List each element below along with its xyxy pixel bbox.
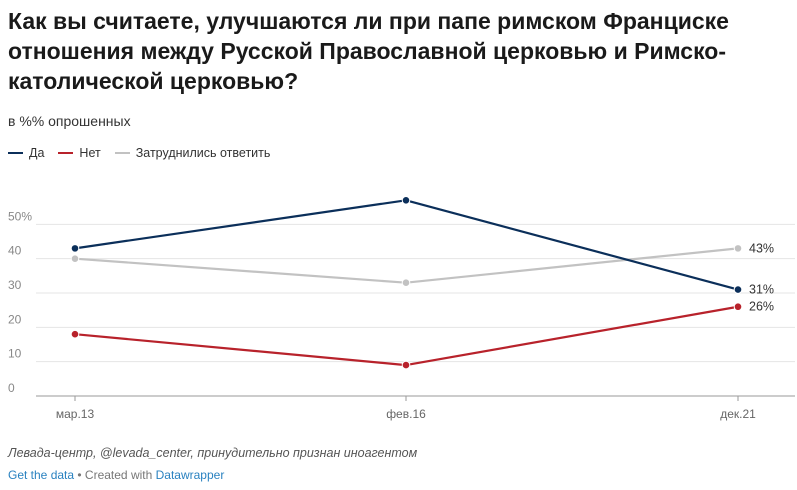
footer-separator: • Created with <box>74 468 156 482</box>
legend-item-yes: Да <box>8 146 44 160</box>
data-point-1-0 <box>70 329 80 339</box>
footer: Get the data • Created with Datawrapper <box>8 468 224 482</box>
legend-swatch-undecided <box>114 152 130 154</box>
x-tick-label-2: дек.21 <box>720 407 756 421</box>
data-point-0-1 <box>401 196 411 205</box>
legend-label-yes: Да <box>29 146 45 160</box>
get-the-data-link[interactable]: Get the data <box>8 468 75 482</box>
data-point-1-1 <box>401 360 411 370</box>
y-tick-label-50: 50% <box>8 209 32 223</box>
end-label-1: 26% <box>749 300 774 314</box>
legend: Да Нет Затруднились ответить <box>8 146 284 160</box>
source-note: Левада-центр, @levada_center, принудител… <box>8 446 418 460</box>
y-tick-label-40: 40 <box>8 244 22 258</box>
legend-label-no: Нет <box>79 146 101 160</box>
end-label-0: 31% <box>749 283 774 297</box>
legend-item-no: Нет <box>58 146 101 160</box>
y-tick-label-0: 0 <box>8 381 15 395</box>
datawrapper-link[interactable]: Datawrapper <box>155 468 225 482</box>
data-point-0-0 <box>70 244 80 253</box>
chart-title: Как вы считаете, улучшаются ли при папе … <box>8 8 729 94</box>
end-label-2: 43% <box>749 241 774 255</box>
line-chart: 0 10 20 30 40 50% мар.13 фев.16 дек.21 31% 26% 43% <box>8 196 795 421</box>
x-tick-label-1: фев.16 <box>386 407 426 421</box>
y-tick-label-20: 20 <box>8 312 22 326</box>
data-point-2-2 <box>733 244 743 253</box>
data-point-0-2 <box>733 285 743 294</box>
data-point-1-2 <box>733 302 743 312</box>
legend-label-undecided: Затруднились ответить <box>135 146 271 160</box>
series-line-0 <box>74 199 739 291</box>
series-line-1 <box>74 305 739 367</box>
legend-swatch-no <box>58 152 74 154</box>
chart-subtitle: в %% опрошенных <box>8 113 131 129</box>
y-tick-label-10: 10 <box>8 347 22 361</box>
data-point-2-0 <box>70 254 80 263</box>
y-tick-label-30: 30 <box>8 278 22 292</box>
data-point-2-1 <box>401 278 411 288</box>
legend-item-undecided: Затруднились ответить <box>114 146 271 160</box>
x-tick-label-0: мар.13 <box>56 407 95 421</box>
legend-swatch-yes <box>8 152 23 154</box>
series-line-2 <box>74 247 739 284</box>
